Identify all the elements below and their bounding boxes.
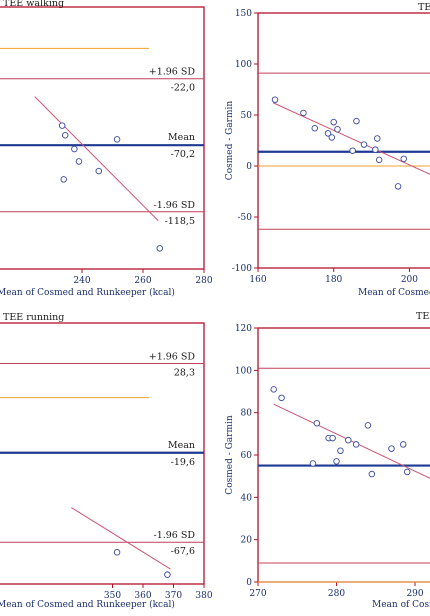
upper-limit-value: 28,3 <box>174 367 195 378</box>
panel-title: TEE <box>416 311 430 322</box>
panel-4: 270 280 290 0 20 40 60 80 100 120 TEE Mean of Cosm C… <box>225 311 430 610</box>
data-point <box>71 145 78 153</box>
data-point <box>372 146 379 153</box>
y-tick-label: 0 <box>246 578 252 588</box>
lower-limit-value: -118,5 <box>165 216 195 227</box>
upper-limit-value: -22,0 <box>171 83 195 94</box>
y-tick-label: 80 <box>241 409 253 419</box>
data-point <box>364 422 372 429</box>
x-tick-label: 160 <box>249 275 266 285</box>
data-point <box>375 156 383 164</box>
data-point <box>311 125 319 132</box>
x-tick-label: 360 <box>134 591 151 601</box>
data-point <box>156 245 164 252</box>
lower-limit-value: -67,6 <box>171 546 195 557</box>
panel-title: TEE <box>418 2 430 13</box>
y-tick-label: 0 <box>246 162 252 172</box>
data-point <box>75 158 83 165</box>
y-tick-label: 50 <box>241 111 253 121</box>
y-axis-label: Cosmed - Garmin <box>225 415 235 495</box>
x-tick-label: 380 <box>195 591 212 601</box>
x-tick-label: 180 <box>325 275 342 285</box>
y-tick-label: 40 <box>241 493 253 503</box>
data-point <box>324 130 332 137</box>
panel-title: TEE running <box>3 312 64 323</box>
x-tick-label: 290 <box>406 589 423 599</box>
mean-label: Mean <box>168 132 195 143</box>
x-tick-label: 350 <box>104 591 121 601</box>
y-tick-label: 150 <box>235 9 252 19</box>
y-tick-label: -100 <box>232 264 252 274</box>
mean-value: -70,2 <box>171 149 195 160</box>
panel-title: TEE walking <box>3 0 64 9</box>
mean-value: -19,6 <box>171 457 195 468</box>
data-point <box>337 447 344 455</box>
upper-limit-label: +1.96 SD <box>149 67 196 78</box>
data-point <box>394 183 402 190</box>
data-point <box>328 134 336 141</box>
x-tick-label: 260 <box>134 276 151 286</box>
x-tick-label: 240 <box>73 276 90 286</box>
y-axis-label: Cosmed - Garmin <box>225 101 235 181</box>
upper-limit-label: +1.96 SD <box>149 351 196 362</box>
x-tick-label: 370 <box>165 591 182 601</box>
data-point <box>400 441 407 448</box>
regression-line <box>273 403 430 479</box>
data-point <box>403 468 411 476</box>
data-point <box>349 147 356 154</box>
y-tick-label: 100 <box>235 366 252 376</box>
y-tick-label: 20 <box>241 536 253 546</box>
x-tick-label: 200 <box>401 275 418 285</box>
data-point <box>334 126 341 133</box>
data-point <box>300 109 307 117</box>
x-axis-label: Mean of Cosmed <box>358 288 430 298</box>
data-point <box>313 420 321 427</box>
mean-label: Mean <box>168 440 195 451</box>
x-axis-label: Mean of Cosm <box>372 600 430 610</box>
panel-1: 240 260 280 +1.96 SD -22,0 Mean -70,2 -1.96 SD -… <box>0 0 213 298</box>
data-point <box>270 386 277 393</box>
x-axis-label: Mean of Cosmed and Runkeeper (kcal) <box>0 599 175 610</box>
lower-limit-label: -1.96 SD <box>153 530 195 541</box>
x-tick-label: 270 <box>249 589 266 599</box>
data-point <box>60 176 67 183</box>
data-point <box>271 96 279 103</box>
regression-line <box>34 96 159 222</box>
panel-2: 160 180 200 -100 -50 0 50 100 150 TEE Mean of Cosm… <box>225 2 430 298</box>
x-tick-label: 280 <box>328 589 345 599</box>
x-axis-label: Mean of Cosmed and Runkeeper (kcal) <box>0 287 175 298</box>
y-tick-label: 60 <box>241 451 253 461</box>
data-point <box>388 445 395 452</box>
data-point <box>352 441 360 448</box>
data-point <box>61 131 69 139</box>
data-point <box>113 136 121 143</box>
y-tick-label: 100 <box>235 60 252 70</box>
data-point <box>58 122 66 129</box>
data-point <box>368 470 376 478</box>
y-tick-label: 120 <box>235 324 252 334</box>
y-tick-label: -50 <box>238 213 253 223</box>
lower-limit-label: -1.96 SD <box>153 200 195 211</box>
data-point <box>374 135 381 142</box>
panel-3: 350 360 370 380 +1.96 SD 28,3 Mean -19,6 -1.96 S… <box>0 312 213 610</box>
data-point <box>278 394 285 402</box>
data-point <box>113 549 121 556</box>
data-point <box>164 571 171 578</box>
data-point <box>345 436 352 444</box>
x-tick-label: 280 <box>195 276 212 286</box>
plot-frame <box>257 327 430 583</box>
data-point <box>333 458 340 465</box>
data-point <box>360 141 368 148</box>
data-point <box>400 155 408 163</box>
data-point <box>353 117 360 125</box>
data-point <box>330 118 337 126</box>
regression-line <box>71 507 171 570</box>
plot-frame <box>257 12 430 269</box>
regression-line <box>272 102 430 175</box>
data-point <box>309 460 317 467</box>
data-point <box>95 167 103 175</box>
data-point <box>329 434 336 442</box>
